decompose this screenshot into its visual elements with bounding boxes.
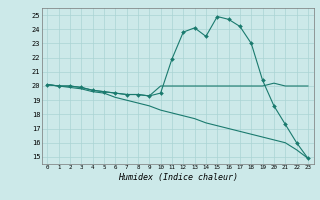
- X-axis label: Humidex (Indice chaleur): Humidex (Indice chaleur): [118, 173, 237, 182]
